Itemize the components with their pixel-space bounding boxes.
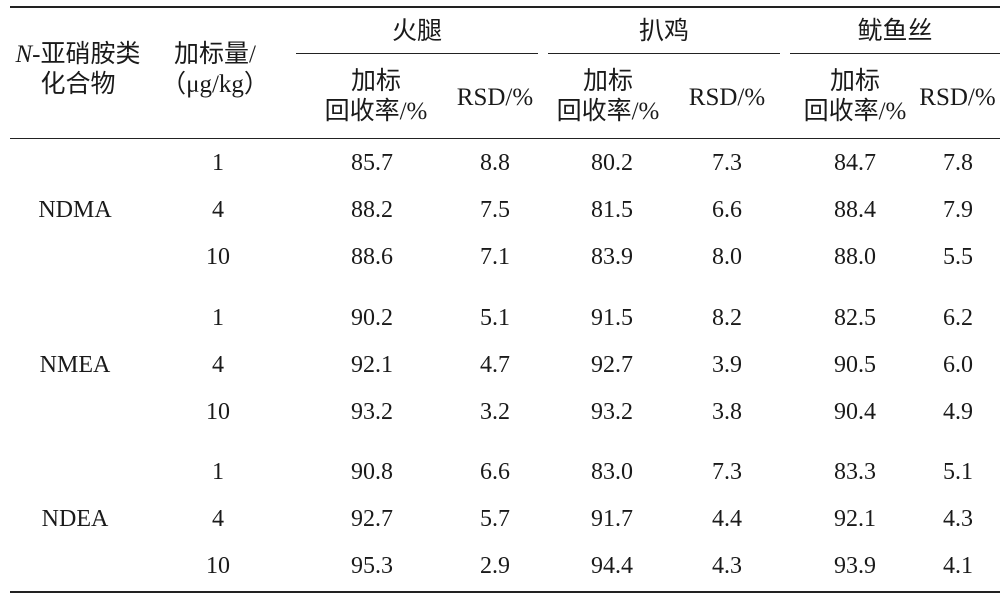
squid-recovery-cell: 88.4 <box>834 197 876 223</box>
chicken-recovery-cell: 91.5 <box>591 305 633 331</box>
compound-name: NDMA <box>38 197 112 223</box>
compound-header-line2: 化合物 <box>40 71 116 98</box>
spike-level-header-line1: 加标量/ <box>174 40 256 68</box>
group-header-chicken: 扒鸡 <box>638 17 689 45</box>
squid-rsd-cell: 7.8 <box>943 150 973 176</box>
squid-rsd-cell: 6.2 <box>943 305 973 331</box>
ham-recovery-cell: 90.2 <box>351 305 393 331</box>
chicken-rsd-cell: 8.2 <box>712 305 742 331</box>
ham-rsd-cell: 8.8 <box>480 150 510 176</box>
rsd-header-squid: RSD/% <box>919 83 996 111</box>
ham-recovery-cell: 88.2 <box>351 197 393 223</box>
chicken-rsd-cell: 4.4 <box>712 506 742 532</box>
ham-recovery-cell: 92.1 <box>351 352 393 378</box>
ham-recovery-cell: 85.7 <box>351 150 393 176</box>
recovery-header-line1: 加标 <box>582 67 633 95</box>
chicken-recovery-cell: 83.0 <box>591 459 633 485</box>
rsd-header-ham: RSD/% <box>456 83 534 111</box>
chicken-rsd-cell: 6.6 <box>712 197 742 223</box>
recovery-header-line2: 回收率/% <box>803 98 907 125</box>
spike-level-cell: 1 <box>212 459 224 485</box>
compound-name: NDEA <box>41 506 109 532</box>
squid-rsd-cell: 5.1 <box>943 459 973 485</box>
chicken-rsd-cell: 3.9 <box>712 352 742 378</box>
squid-recovery-cell: 84.7 <box>834 150 876 176</box>
ham-rsd-cell: 5.7 <box>480 506 510 532</box>
chicken-rsd-cell: 8.0 <box>712 244 742 270</box>
spike-level-cell: 4 <box>212 506 224 532</box>
group-rule-chicken <box>548 53 780 54</box>
compound-name: NMEA <box>39 352 111 378</box>
chicken-recovery-cell: 93.2 <box>591 399 633 425</box>
chicken-rsd-cell: 3.8 <box>712 399 742 425</box>
chicken-recovery-cell: 94.4 <box>591 553 633 579</box>
chicken-recovery-cell: 83.9 <box>591 244 633 270</box>
chicken-rsd-cell: 4.3 <box>712 553 742 579</box>
recovery-header-chicken: 加标 回收率/% <box>548 66 668 128</box>
compound-header-line1: N-亚硝胺类 <box>15 40 140 71</box>
spike-level-cell: 4 <box>212 352 224 378</box>
group-header-squid: 鱿鱼丝 <box>857 17 933 45</box>
ham-rsd-cell: 3.2 <box>480 399 510 425</box>
chicken-recovery-cell: 80.2 <box>591 150 633 176</box>
recovery-header-line2: 回收率/% <box>556 98 660 125</box>
ham-rsd-cell: 2.9 <box>480 553 510 579</box>
ham-recovery-cell: 92.7 <box>351 506 393 532</box>
squid-recovery-cell: 90.5 <box>834 352 876 378</box>
compound-header-rest: -亚硝胺类 <box>32 40 141 68</box>
spike-level-cell: 10 <box>206 244 230 270</box>
squid-rsd-cell: 4.9 <box>943 399 973 425</box>
ham-rsd-cell: 4.7 <box>480 352 510 378</box>
ham-rsd-cell: 7.5 <box>480 197 510 223</box>
recovery-header-squid: 加标 回收率/% <box>795 66 915 128</box>
squid-rsd-cell: 6.0 <box>943 352 973 378</box>
squid-recovery-cell: 93.9 <box>834 553 876 579</box>
compound-header-prefix: N <box>15 40 33 68</box>
squid-rsd-cell: 4.1 <box>943 553 973 579</box>
recovery-header-line1: 加标 <box>350 67 401 95</box>
group-rule-squid <box>790 53 1000 54</box>
chicken-recovery-cell: 81.5 <box>591 197 633 223</box>
spike-level-cell: 10 <box>206 553 230 579</box>
recovery-header-line2: 回收率/% <box>324 98 428 125</box>
squid-recovery-cell: 88.0 <box>834 244 876 270</box>
bottom-rule <box>10 591 1000 593</box>
compound-header: N-亚硝胺类 化合物 <box>10 40 146 100</box>
ham-recovery-cell: 95.3 <box>351 553 393 579</box>
ham-recovery-cell: 93.2 <box>351 399 393 425</box>
recovery-header-line1: 加标 <box>829 67 880 95</box>
chicken-recovery-cell: 91.7 <box>591 506 633 532</box>
group-header-ham: 火腿 <box>391 17 442 45</box>
squid-rsd-cell: 7.9 <box>943 197 973 223</box>
squid-recovery-cell: 92.1 <box>834 506 876 532</box>
spike-level-cell: 10 <box>206 399 230 425</box>
ham-rsd-cell: 7.1 <box>480 244 510 270</box>
squid-rsd-cell: 4.3 <box>943 506 973 532</box>
ham-rsd-cell: 5.1 <box>480 305 510 331</box>
spike-level-header: 加标量/ （μg/kg） <box>150 40 280 100</box>
spike-level-cell: 1 <box>212 305 224 331</box>
group-rule-ham <box>296 53 538 54</box>
squid-recovery-cell: 82.5 <box>834 305 876 331</box>
rsd-header-chicken: RSD/% <box>688 83 766 111</box>
squid-rsd-cell: 5.5 <box>943 244 973 270</box>
squid-recovery-cell: 83.3 <box>834 459 876 485</box>
header-rule <box>10 138 1000 139</box>
spike-level-header-line2: （μg/kg） <box>161 71 269 98</box>
squid-recovery-cell: 90.4 <box>834 399 876 425</box>
ham-recovery-cell: 88.6 <box>351 244 393 270</box>
recovery-header-ham: 加标 回收率/% <box>316 66 436 128</box>
ham-recovery-cell: 90.8 <box>351 459 393 485</box>
top-rule <box>10 6 1000 8</box>
chicken-recovery-cell: 92.7 <box>591 352 633 378</box>
chicken-rsd-cell: 7.3 <box>712 150 742 176</box>
spike-level-cell: 4 <box>212 197 224 223</box>
chicken-rsd-cell: 7.3 <box>712 459 742 485</box>
ham-rsd-cell: 6.6 <box>480 459 510 485</box>
spike-level-cell: 1 <box>212 150 224 176</box>
